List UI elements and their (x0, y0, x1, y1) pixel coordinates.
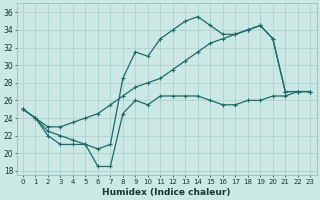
X-axis label: Humidex (Indice chaleur): Humidex (Indice chaleur) (102, 188, 231, 197)
